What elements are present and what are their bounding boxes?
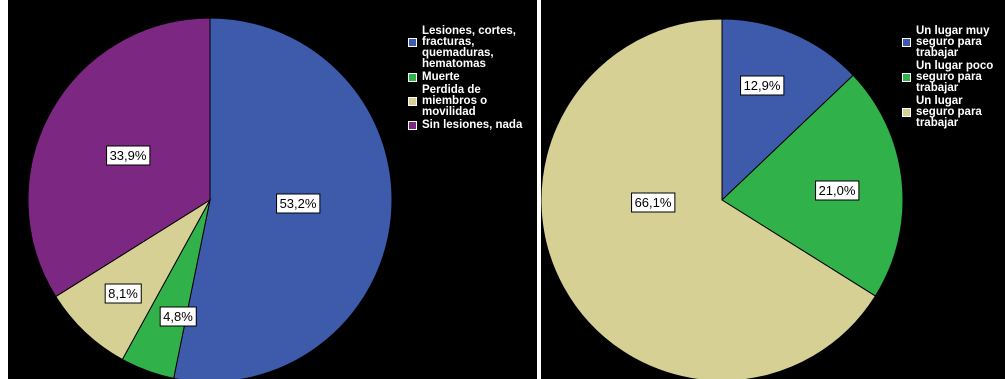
legend-label: Sin lesiones, nada	[422, 119, 523, 131]
svg-text:21,0%: 21,0%	[819, 183, 856, 198]
legend-item: Lesiones, cortes, fracturas, quemaduras,…	[408, 25, 522, 70]
legend-swatch	[902, 108, 911, 117]
pie-chart-1-plot: 53,2% 4,8% 8,1% 33,9%	[27, 17, 393, 379]
legend-item: Un lugar muy seguro para trabajar	[902, 25, 993, 59]
pie-slice	[541, 18, 877, 379]
svg-text:53,2%: 53,2%	[280, 196, 317, 211]
slice-data-label: 12,9%	[740, 75, 785, 96]
pie-slice	[721, 18, 854, 202]
svg-text:4,8%: 4,8%	[163, 309, 193, 324]
svg-text:33,9%: 33,9%	[110, 148, 147, 163]
legend-item: Muerte	[408, 71, 522, 83]
svg-text:66,1%: 66,1%	[635, 195, 672, 210]
slice-data-label: 66,1%	[631, 192, 676, 213]
legend-label: Un lugar muy seguro para trabajar	[916, 25, 990, 59]
legend-swatch	[408, 97, 417, 106]
legend-swatch	[408, 73, 417, 82]
legend-swatch	[902, 73, 911, 82]
slice-data-label: 53,2%	[276, 193, 321, 214]
pie-chart-2-legend: Un lugar muy seguro para trabajar Un luga…	[902, 25, 994, 131]
pie-chart-2: 12,9% 21,0% 66,1% Un lugar muy seguro para…	[541, 0, 1005, 379]
legend-swatch	[408, 38, 417, 47]
legend-item: Un lugar seguro para trabajar	[902, 95, 993, 129]
legend-swatch	[408, 121, 417, 130]
legend-item: Perdida de miembros o movilidad	[408, 84, 522, 118]
slice-data-label: 21,0%	[815, 180, 860, 201]
slice-data-label: 4,8%	[159, 306, 197, 327]
legend-label: Un lugar poco seguro para trabajar	[916, 60, 994, 94]
slice-data-label: 8,1%	[104, 283, 142, 304]
pie-chart-1: 53,2% 4,8% 8,1% 33,9% Lesiones, cortes, fra…	[8, 0, 537, 379]
legend-label: Lesiones, cortes, fracturas, quemaduras,…	[422, 25, 516, 70]
legend-item: Un lugar poco seguro para trabajar	[902, 60, 994, 94]
legend-label: Un lugar seguro para trabajar	[916, 95, 982, 129]
svg-text:12,9%: 12,9%	[744, 78, 781, 93]
legend-swatch	[902, 38, 911, 47]
slice-data-label: 33,9%	[106, 145, 151, 166]
pie-chart-2-plot: 12,9% 21,0% 66,1%	[541, 18, 904, 379]
legend-item: Sin lesiones, nada	[408, 119, 523, 131]
svg-text:8,1%: 8,1%	[108, 286, 138, 301]
legend-label: Muerte	[422, 71, 460, 83]
pie-slice	[55, 198, 212, 361]
legend-label: Perdida de miembros o movilidad	[422, 84, 488, 118]
pie-chart-1-legend: Lesiones, cortes, fracturas, quemaduras,…	[408, 25, 523, 133]
pie-slice	[721, 74, 904, 297]
